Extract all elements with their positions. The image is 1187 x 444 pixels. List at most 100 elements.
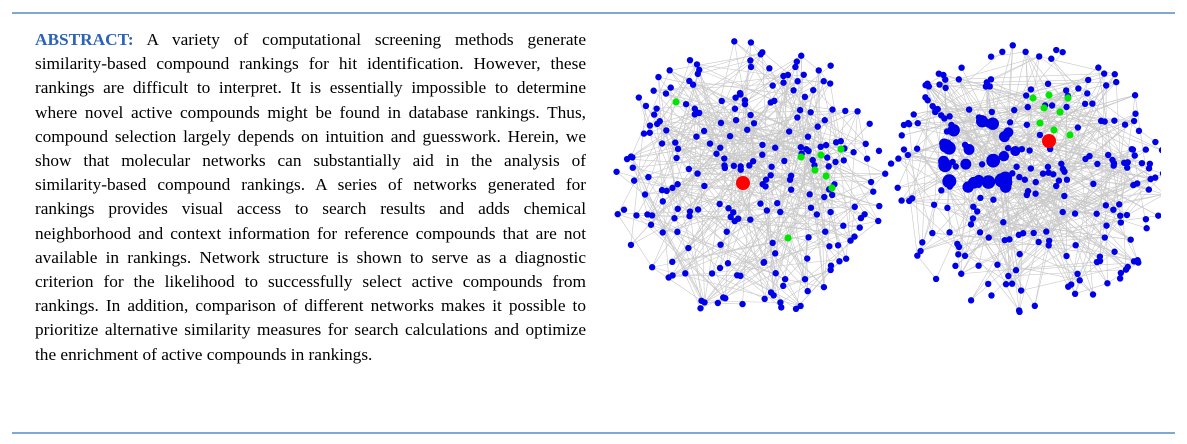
network-edge [651,266,702,302]
network-edge [1044,105,1121,216]
compound-node [922,94,929,101]
network-edge [1005,205,1107,285]
compound-node [970,203,977,210]
network-edge [651,215,721,269]
network-edge [1126,175,1161,216]
compound-node [780,79,787,86]
compound-node [1024,187,1032,195]
compound-node [827,208,834,216]
compound-node [1016,308,1023,316]
compound-node [1102,202,1110,209]
network-edge [908,124,921,252]
compound-node [650,87,657,94]
compound-node [856,224,863,231]
compound-node [1011,106,1018,114]
network-edge [685,60,751,105]
compound-node [746,162,753,169]
compound-node [1030,229,1037,237]
compound-node [686,208,694,215]
active-compound-node [822,172,830,180]
network-edge [932,105,1149,190]
network-edge [658,77,663,144]
compound-node [797,143,804,151]
compound-node [1053,182,1060,190]
network-edge [925,97,1138,184]
compound-node [797,302,804,310]
active-compound-node [784,234,792,242]
compound-node [978,161,986,168]
compound-node [1117,219,1125,226]
active-compound-node [672,98,680,106]
network-edge [989,86,1115,252]
compound-node [965,106,973,113]
network-edge [986,81,1105,122]
network-edge [1096,261,1108,284]
compound-node [787,186,795,193]
network-edge [1022,79,1089,234]
network-edge [916,148,1022,291]
network-edge [750,114,791,180]
compound-node [840,157,847,164]
abstract-label: ABSTRACT: [35,30,134,49]
network-edge [897,79,946,188]
network-edge [952,94,1136,163]
compound-node [984,280,992,288]
compound-node [769,82,776,89]
compound-node [769,239,776,247]
compound-node [875,147,883,155]
compound-node [1132,110,1139,117]
compound-node [1006,119,1014,126]
compound-node [847,237,854,244]
network-edge [669,70,886,174]
network-edge [898,95,1069,159]
network-edge [1064,195,1105,238]
network-edge [804,220,879,280]
network-edge [659,120,790,132]
network-edge [630,114,751,157]
network-edge [676,97,736,159]
compound-node [798,52,805,59]
compound-node [824,154,831,161]
compound-node [1124,263,1132,271]
compound-node [646,122,654,129]
hub-node [967,176,980,189]
compound-node [646,129,653,136]
compound-node [829,106,836,113]
compound-node [850,149,857,156]
compound-node [942,76,949,83]
compound-node [988,108,996,116]
compound-node [1017,287,1025,294]
compound-node [821,117,829,124]
network-edge [1134,95,1150,190]
compound-node [967,297,975,304]
compound-node [961,252,969,260]
network-edge [1064,74,1116,172]
compound-node [1004,144,1012,152]
compound-node [994,261,1001,268]
network-edge [897,155,1090,189]
compound-node [942,84,949,92]
compound-node [708,270,716,277]
compound-node [723,228,730,235]
compound-node [969,215,977,222]
compound-node [737,163,744,170]
network-edge [636,215,786,280]
compound-node [1101,234,1108,241]
network-edge [907,154,1065,197]
active-compound-node [1040,104,1048,112]
compound-node [1104,280,1111,287]
compound-node [721,164,729,172]
network-edge [961,168,1150,275]
compound-node [674,205,682,213]
network-edge [908,200,960,248]
network-edge [978,180,1013,284]
compound-node [1048,102,1056,109]
compound-node [645,173,652,181]
network-edge [711,273,765,300]
compound-node [976,229,984,236]
network-edge [1014,106,1067,111]
hub-node [1003,127,1014,138]
compound-node [693,109,700,116]
network-edge [857,111,874,192]
compound-node [862,140,869,148]
